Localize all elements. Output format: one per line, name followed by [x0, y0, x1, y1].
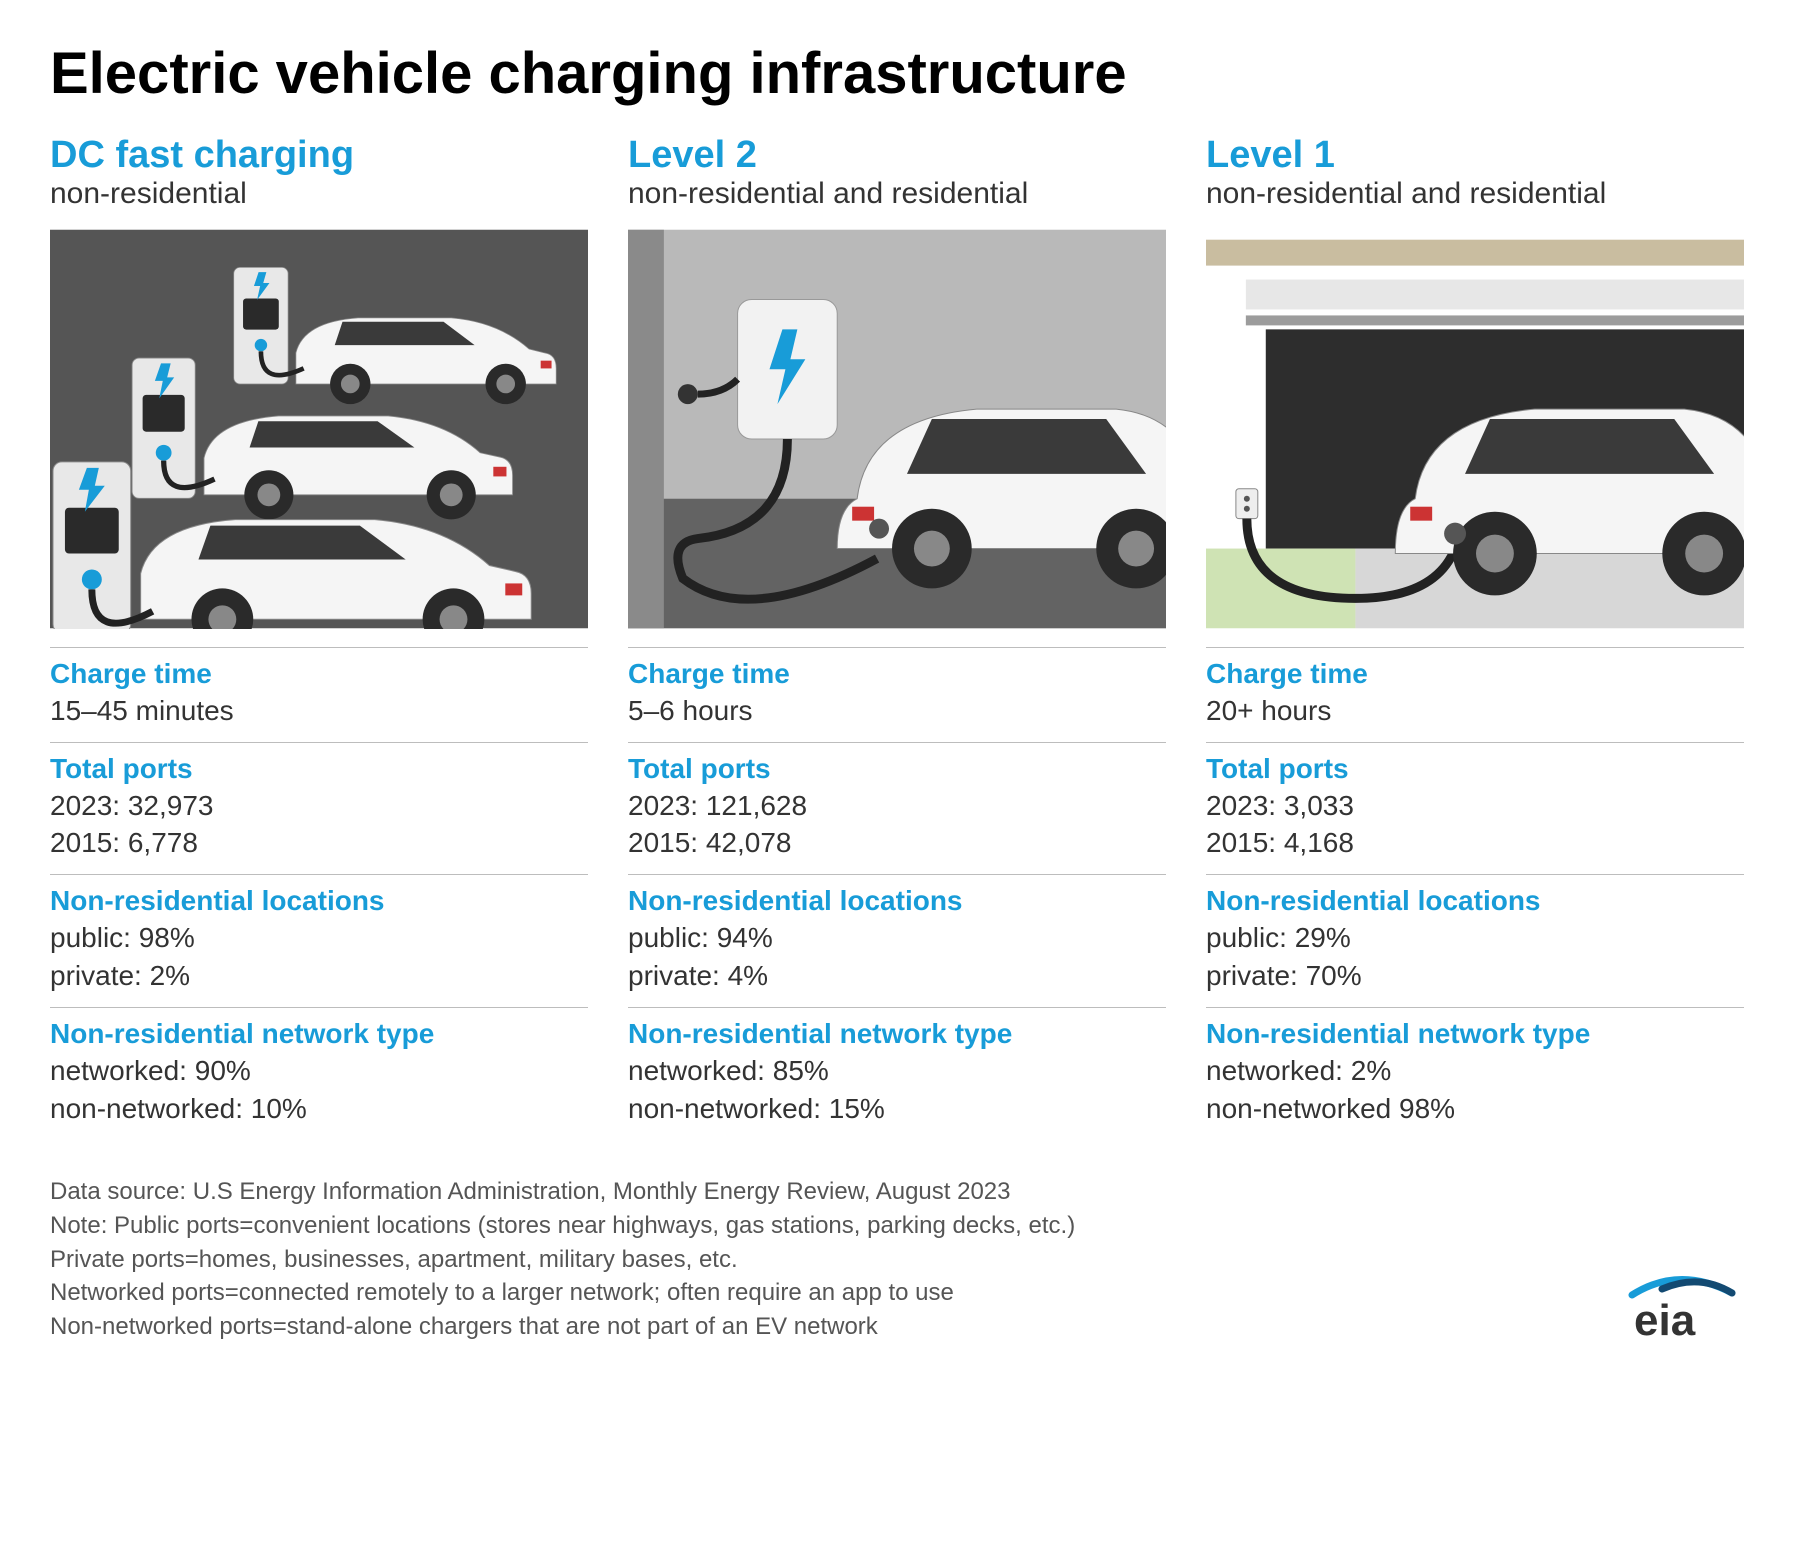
- ports-2015: 2015: 42,078: [628, 824, 1166, 862]
- locations-section: Non-residential locations public: 29% pr…: [1206, 874, 1744, 1007]
- loc-public: public: 29%: [1206, 919, 1744, 957]
- loc-private: private: 2%: [50, 957, 588, 995]
- eia-logo: eia: [1614, 1273, 1744, 1343]
- col-title: Level 2: [628, 135, 1166, 177]
- total-ports-section: Total ports 2023: 3,033 2015: 4,168: [1206, 742, 1744, 875]
- charge-time-value: 20+ hours: [1206, 692, 1744, 730]
- network-label: Non-residential network type: [1206, 1018, 1744, 1050]
- col-subtitle: non-residential and residential: [1206, 177, 1744, 211]
- charge-time-section: Charge time 5–6 hours: [628, 647, 1166, 742]
- total-ports-label: Total ports: [50, 753, 588, 785]
- total-ports-section: Total ports 2023: 32,973 2015: 6,778: [50, 742, 588, 875]
- network-label: Non-residential network type: [628, 1018, 1166, 1050]
- col-subtitle: non-residential and residential: [628, 177, 1166, 211]
- col-title: DC fast charging: [50, 135, 588, 177]
- ports-2023: 2023: 121,628: [628, 787, 1166, 825]
- ports-2023: 2023: 32,973: [50, 787, 588, 825]
- level-1-illustration: [1206, 229, 1744, 629]
- loc-public: public: 94%: [628, 919, 1166, 957]
- net-yes: networked: 90%: [50, 1052, 588, 1090]
- total-ports-label: Total ports: [1206, 753, 1744, 785]
- footer-note-3: Networked ports=connected remotely to a …: [50, 1276, 1744, 1310]
- loc-private: private: 70%: [1206, 957, 1744, 995]
- total-ports-label: Total ports: [628, 753, 1166, 785]
- page-title: Electric vehicle charging infrastructure: [50, 40, 1744, 107]
- footer-source: Data source: U.S Energy Information Admi…: [50, 1175, 1744, 1209]
- locations-label: Non-residential locations: [1206, 885, 1744, 917]
- footer-note-1: Note: Public ports=convenient locations …: [50, 1209, 1744, 1243]
- charge-time-label: Charge time: [1206, 658, 1744, 690]
- loc-private: private: 4%: [628, 957, 1166, 995]
- network-section: Non-residential network type networked: …: [1206, 1007, 1744, 1140]
- charge-time-value: 5–6 hours: [628, 692, 1166, 730]
- charge-time-value: 15–45 minutes: [50, 692, 588, 730]
- locations-label: Non-residential locations: [628, 885, 1166, 917]
- locations-section: Non-residential locations public: 98% pr…: [50, 874, 588, 1007]
- col-title: Level 1: [1206, 135, 1744, 177]
- network-label: Non-residential network type: [50, 1018, 588, 1050]
- eia-logo-text: eia: [1634, 1296, 1696, 1343]
- locations-label: Non-residential locations: [50, 885, 588, 917]
- network-section: Non-residential network type networked: …: [50, 1007, 588, 1140]
- total-ports-section: Total ports 2023: 121,628 2015: 42,078: [628, 742, 1166, 875]
- footer: Data source: U.S Energy Information Admi…: [50, 1175, 1744, 1343]
- ports-2015: 2015: 6,778: [50, 824, 588, 862]
- footer-note-4: Non-networked ports=stand-alone chargers…: [50, 1310, 1744, 1344]
- network-section: Non-residential network type networked: …: [628, 1007, 1166, 1140]
- net-yes: networked: 85%: [628, 1052, 1166, 1090]
- column-level-1: Level 1 non-residential and residential: [1206, 135, 1744, 1139]
- net-no: non-networked: 10%: [50, 1090, 588, 1128]
- footer-note-2: Private ports=homes, businesses, apartme…: [50, 1243, 1744, 1277]
- ports-2015: 2015: 4,168: [1206, 824, 1744, 862]
- charge-time-label: Charge time: [50, 658, 588, 690]
- charge-time-label: Charge time: [628, 658, 1166, 690]
- column-level-2: Level 2 non-residential and residential: [628, 135, 1166, 1139]
- net-yes: networked: 2%: [1206, 1052, 1744, 1090]
- columns-container: DC fast charging non-residential: [50, 135, 1744, 1139]
- col-subtitle: non-residential: [50, 177, 588, 211]
- ports-2023: 2023: 3,033: [1206, 787, 1744, 825]
- loc-public: public: 98%: [50, 919, 588, 957]
- level-2-illustration: [628, 229, 1166, 629]
- charge-time-section: Charge time 20+ hours: [1206, 647, 1744, 742]
- column-dc-fast: DC fast charging non-residential: [50, 135, 588, 1139]
- net-no: non-networked 98%: [1206, 1090, 1744, 1128]
- charge-time-section: Charge time 15–45 minutes: [50, 647, 588, 742]
- net-no: non-networked: 15%: [628, 1090, 1166, 1128]
- dc-fast-illustration: [50, 229, 588, 629]
- locations-section: Non-residential locations public: 94% pr…: [628, 874, 1166, 1007]
